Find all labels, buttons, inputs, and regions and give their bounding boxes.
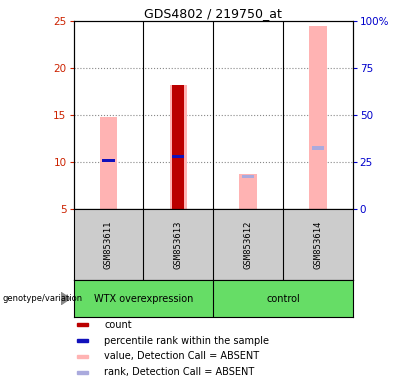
Bar <box>312 146 324 150</box>
Bar <box>77 371 88 374</box>
Text: GSM853612: GSM853612 <box>244 221 252 269</box>
Bar <box>172 155 184 158</box>
Text: value, Detection Call = ABSENT: value, Detection Call = ABSENT <box>105 351 260 361</box>
Text: genotype/variation: genotype/variation <box>2 294 82 303</box>
Text: count: count <box>105 320 132 330</box>
Text: rank, Detection Call = ABSENT: rank, Detection Call = ABSENT <box>105 367 255 377</box>
Bar <box>102 159 115 162</box>
Text: control: control <box>266 293 300 304</box>
Bar <box>309 26 327 209</box>
Bar <box>172 85 184 209</box>
Bar <box>77 339 88 342</box>
Text: percentile rank within the sample: percentile rank within the sample <box>105 336 270 346</box>
Text: GSM853611: GSM853611 <box>104 221 113 269</box>
Text: GSM853614: GSM853614 <box>313 221 323 269</box>
Text: WTX overexpression: WTX overexpression <box>94 293 193 304</box>
Bar <box>170 85 187 209</box>
Bar <box>77 323 88 326</box>
Bar <box>100 117 117 209</box>
Bar <box>242 175 254 178</box>
Bar <box>239 174 257 209</box>
Title: GDS4802 / 219750_at: GDS4802 / 219750_at <box>144 7 282 20</box>
Polygon shape <box>61 292 70 305</box>
Text: GSM853613: GSM853613 <box>174 221 183 269</box>
Bar <box>77 355 88 358</box>
